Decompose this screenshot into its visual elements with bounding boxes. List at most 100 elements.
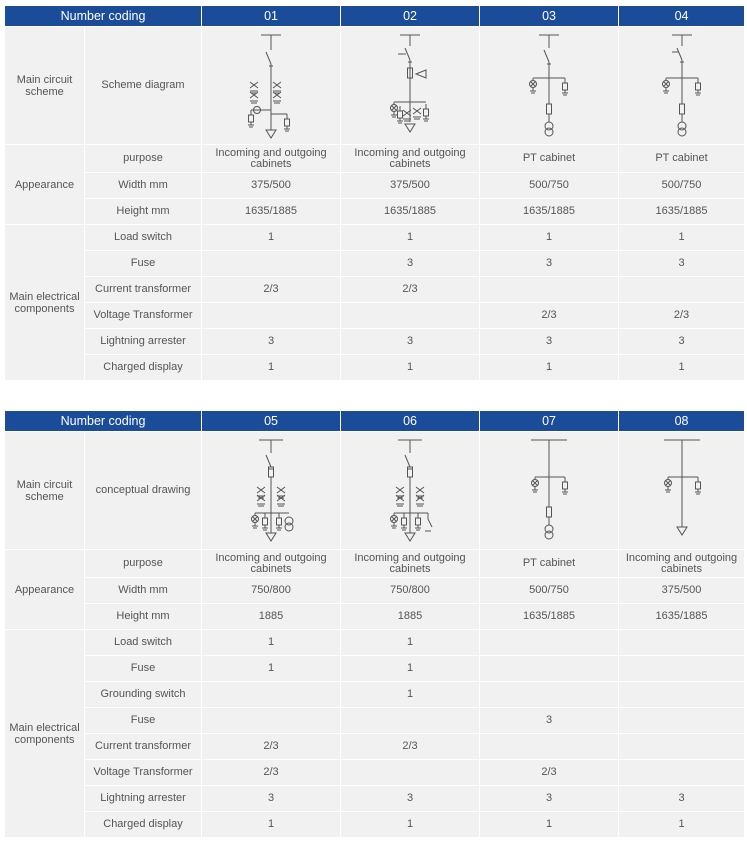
- table-cell: 500/750: [479, 577, 620, 604]
- component-row: Current transformer 2/3 2/3: [5, 733, 746, 760]
- table-cell: [618, 629, 746, 656]
- row-label: Height mm: [83, 198, 203, 225]
- table-cell: PT cabinet: [479, 549, 620, 578]
- table-cell: 1: [201, 811, 342, 838]
- row-label: Current transformer: [83, 276, 203, 303]
- row-label: Current transformer: [83, 733, 203, 760]
- table-cell: Incoming and outgoing cabinets: [618, 549, 746, 578]
- scheme-diagram-04: [618, 26, 746, 145]
- main-circuit-group-label: Main circuit scheme: [4, 26, 85, 145]
- table-cell: [340, 302, 481, 329]
- spec-table-1: Number coding 01 02 03 04 Main circuit s…: [3, 5, 746, 381]
- component-row: Lightning arrester 3 3 3 3: [5, 785, 746, 812]
- scheme-code: 02: [340, 5, 481, 27]
- height-row: Height mm 1885 1885 1635/1885 1635/1885: [5, 603, 746, 630]
- table-cell: [201, 707, 342, 734]
- component-row: Charged display 1 1 1 1: [5, 354, 746, 381]
- table-cell: 3: [618, 785, 746, 812]
- scheme-diagram-label: Scheme diagram: [83, 26, 203, 145]
- row-label: Charged display: [83, 354, 203, 381]
- table-cell: [618, 681, 746, 708]
- table-cell: PT cabinet: [618, 144, 746, 173]
- scheme-code: 03: [479, 5, 620, 27]
- table-cell: 1885: [340, 603, 481, 630]
- row-label: Grounding switch: [83, 681, 203, 708]
- main-circuit-row: Main circuit scheme conceptual drawing: [4, 431, 746, 550]
- scheme-diagram-03: [479, 26, 620, 145]
- table-cell: Incoming and outgoing cabinets: [340, 144, 481, 173]
- spec-table-2: Number coding 05 06 07 08 Main circuit s…: [3, 410, 746, 838]
- table-cell: 1: [201, 655, 342, 682]
- row-label: Width mm: [83, 172, 203, 199]
- component-row: Voltage Transformer 2/3 2/3: [5, 759, 746, 786]
- table-cell: 750/800: [340, 577, 481, 604]
- table-cell: 2/3: [201, 733, 342, 760]
- table-cell: 1635/1885: [340, 198, 481, 225]
- table-cell: 2/3: [340, 276, 481, 303]
- table-cell: [479, 681, 620, 708]
- table-cell: [201, 250, 342, 277]
- row-label: purpose: [83, 549, 203, 578]
- table-cell: 1: [340, 655, 481, 682]
- conceptual-drawing-label: conceptual drawing: [83, 431, 203, 550]
- table-cell: 375/500: [201, 172, 342, 199]
- table-cell: [618, 733, 746, 760]
- table-cell: 1: [479, 224, 620, 251]
- table-cell: 500/750: [479, 172, 620, 199]
- table-cell: 3: [340, 328, 481, 355]
- row-label: Fuse: [83, 655, 203, 682]
- table-cell: 3: [618, 328, 746, 355]
- table-cell: [340, 759, 481, 786]
- table-header-row: Number coding 01 02 03 04: [3, 5, 746, 27]
- table-cell: 1: [618, 354, 746, 381]
- table-cell: 1: [618, 811, 746, 838]
- scheme-diagram-06: [340, 431, 481, 550]
- row-label: Fuse: [83, 707, 203, 734]
- table-cell: 1635/1885: [618, 603, 746, 630]
- table-cell: 2/3: [618, 302, 746, 329]
- scheme-diagram-07: [479, 431, 620, 550]
- table-cell: 1: [201, 354, 342, 381]
- table-cell: 2/3: [479, 302, 620, 329]
- table-cell: 1885: [201, 603, 342, 630]
- component-row: Lightning arrester 3 3 3 3: [5, 328, 746, 355]
- table-cell: [618, 759, 746, 786]
- table-cell: 3: [201, 328, 342, 355]
- table-cell: 1635/1885: [479, 198, 620, 225]
- row-label: Load switch: [83, 629, 203, 656]
- table-cell: Incoming and outgoing cabinets: [201, 144, 342, 173]
- main-circuit-row: Main circuit scheme Scheme diagram: [4, 26, 746, 145]
- table-cell: 3: [479, 328, 620, 355]
- scheme-code: 06: [340, 410, 481, 432]
- scheme-diagram-02: [340, 26, 481, 145]
- scheme-code: 07: [479, 410, 620, 432]
- table-cell: [618, 655, 746, 682]
- component-row: Current transformer 2/3 2/3: [5, 276, 746, 303]
- purpose-row: Appearance purpose Incoming and outgoing…: [4, 549, 746, 630]
- row-label: purpose: [83, 144, 203, 173]
- component-row: Main electrical components Load switch 1…: [4, 629, 746, 838]
- number-coding-label: Number coding: [3, 5, 203, 27]
- row-label: Height mm: [83, 603, 203, 630]
- table-cell: 1: [201, 629, 342, 656]
- table-cell: 1635/1885: [479, 603, 620, 630]
- table-cell: 500/750: [618, 172, 746, 199]
- table-cell: 1: [340, 681, 481, 708]
- components-group-label: Main electrical components: [4, 629, 85, 838]
- table-cell: 3: [201, 785, 342, 812]
- table-cell: 3: [340, 250, 481, 277]
- scheme-code: 08: [618, 410, 746, 432]
- table-cell: 3: [340, 785, 481, 812]
- scheme-diagram-01: [201, 26, 342, 145]
- table-cell: [479, 655, 620, 682]
- table-cell: 3: [479, 250, 620, 277]
- component-row: Fuse 3: [5, 707, 746, 734]
- table-cell: 1: [340, 811, 481, 838]
- component-row: Fuse 3 3 3: [5, 250, 746, 277]
- table-cell: 1: [340, 629, 481, 656]
- row-label: Fuse: [83, 250, 203, 277]
- table-cell: [479, 276, 620, 303]
- table-cell: 2/3: [479, 759, 620, 786]
- row-label: Load switch: [83, 224, 203, 251]
- main-circuit-group-label: Main circuit scheme: [4, 431, 85, 550]
